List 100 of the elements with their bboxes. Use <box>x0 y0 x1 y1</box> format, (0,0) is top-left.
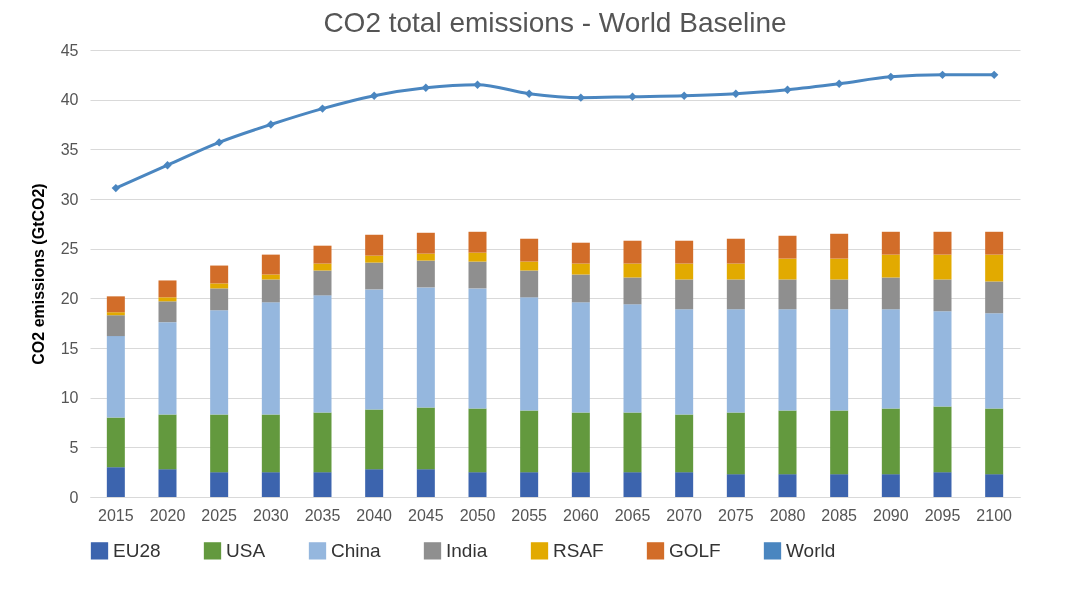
bar <box>726 412 745 475</box>
bar <box>158 322 177 415</box>
bar <box>881 474 900 497</box>
bar <box>313 245 332 264</box>
bar <box>158 301 177 323</box>
bar <box>468 408 487 473</box>
x-tick-label: 2095 <box>924 506 961 524</box>
bar <box>571 472 590 497</box>
bar <box>985 408 1004 475</box>
bar <box>158 280 177 298</box>
legend-label: USA <box>226 539 266 561</box>
y-tick-label: 35 <box>60 140 79 158</box>
bar <box>675 472 694 497</box>
bar <box>416 232 435 254</box>
x-tick-label: 2050 <box>459 506 496 524</box>
x-tick-label: 2065 <box>614 506 651 524</box>
legend-label: China <box>331 539 382 561</box>
bar <box>106 296 125 313</box>
bar <box>985 313 1004 409</box>
x-tick-label: 2060 <box>563 506 599 524</box>
x-tick-label: 2040 <box>356 506 393 524</box>
bar <box>520 297 539 411</box>
bar <box>778 309 797 411</box>
y-tick-label: 0 <box>69 488 79 506</box>
bar <box>778 279 797 310</box>
bar <box>985 231 1004 255</box>
bar <box>933 406 952 473</box>
bar <box>210 310 229 415</box>
bar <box>468 472 487 497</box>
bar <box>778 474 797 497</box>
y-tick-label: 5 <box>69 438 79 456</box>
bar <box>623 304 642 413</box>
point <box>266 120 276 129</box>
bar <box>416 253 435 261</box>
chart-title: CO2 total emissions - World Baseline <box>323 7 787 38</box>
bar <box>623 472 642 497</box>
bar <box>210 283 229 289</box>
bar <box>365 262 384 290</box>
bar <box>830 258 849 280</box>
bar <box>261 472 280 497</box>
bar <box>106 417 125 468</box>
legend-label: EU28 <box>113 539 161 561</box>
bar <box>261 279 280 303</box>
point <box>834 79 844 88</box>
point <box>524 89 534 98</box>
x-tick-label: 2090 <box>873 506 909 524</box>
bar <box>158 414 177 470</box>
bar <box>365 255 384 263</box>
bar <box>726 238 745 264</box>
y-tick-label: 10 <box>60 389 79 407</box>
x-tick-label: 2030 <box>253 506 289 524</box>
x-tick-label: 2015 <box>98 506 134 524</box>
bar <box>830 233 849 259</box>
bar <box>881 231 900 255</box>
bar <box>881 277 900 310</box>
bar <box>623 277 642 305</box>
bar <box>675 414 694 473</box>
bar <box>106 336 125 418</box>
bar <box>675 309 694 415</box>
bar <box>933 279 952 312</box>
y-tick-label: 45 <box>60 41 79 59</box>
bar <box>106 312 125 316</box>
bar <box>623 263 642 278</box>
bar <box>623 412 642 473</box>
bar <box>985 254 1004 282</box>
bar <box>416 287 435 408</box>
point <box>369 91 379 100</box>
x-tick-label: 2020 <box>149 506 186 524</box>
bar <box>881 254 900 278</box>
x-tick-label: 2070 <box>666 506 703 524</box>
bar <box>158 469 177 497</box>
legend-label: World <box>786 539 836 561</box>
bar <box>675 240 694 264</box>
bar <box>365 409 384 470</box>
bar <box>365 289 384 410</box>
bar <box>985 474 1004 497</box>
bar <box>520 238 539 262</box>
bar <box>261 302 280 415</box>
bar <box>881 309 900 409</box>
point <box>163 161 172 170</box>
bar <box>778 410 797 475</box>
bar <box>210 472 229 497</box>
bar <box>468 261 487 289</box>
y-axis-title: CO2 emissions (GtCO2) <box>29 183 47 365</box>
bar <box>571 302 590 413</box>
bar <box>933 472 952 497</box>
bar <box>416 260 435 288</box>
bar <box>830 279 849 310</box>
bar <box>520 261 539 271</box>
bar <box>210 265 229 284</box>
bar <box>881 408 900 475</box>
bar <box>365 469 384 497</box>
bar <box>726 474 745 497</box>
bar <box>520 472 539 497</box>
point <box>318 104 327 113</box>
bar <box>933 231 952 255</box>
bar <box>830 410 849 475</box>
bar <box>261 254 280 275</box>
y-tick-label: 40 <box>60 91 79 109</box>
y-tick-label: 25 <box>60 240 79 258</box>
